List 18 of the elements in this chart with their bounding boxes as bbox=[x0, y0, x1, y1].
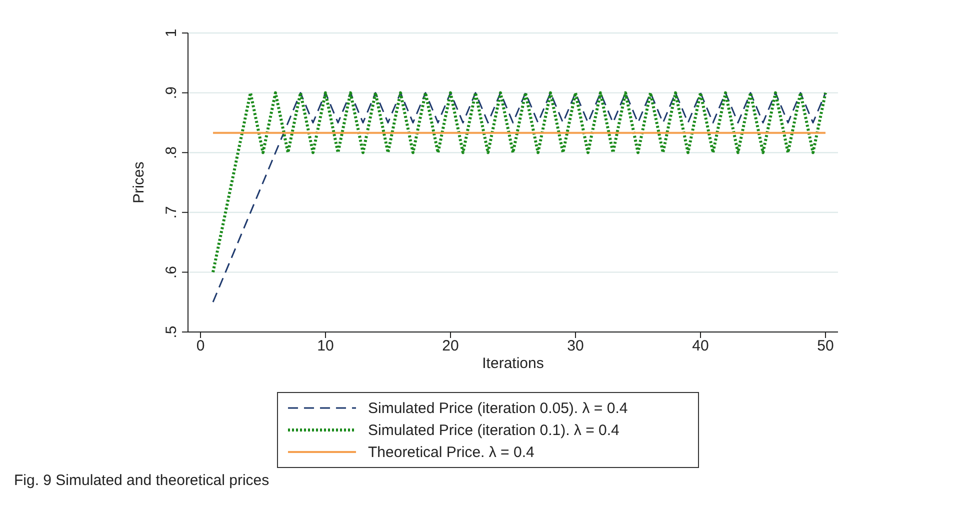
y-tick-label: 1 bbox=[163, 28, 180, 38]
legend-label: Simulated Price (iteration 0.05). λ = 0.4 bbox=[368, 400, 628, 416]
x-tick-label: 0 bbox=[196, 338, 205, 355]
y-tick-label: .8 bbox=[163, 146, 180, 159]
y-tick-label: .7 bbox=[163, 206, 180, 219]
y-tick-label: .9 bbox=[163, 86, 180, 100]
y-axis-title: Prices bbox=[130, 162, 148, 204]
x-tick-label: 20 bbox=[442, 338, 459, 355]
x-tick-label: 10 bbox=[317, 338, 334, 355]
x-tick-label: 40 bbox=[692, 338, 709, 355]
y-tick-label: .5 bbox=[163, 326, 180, 338]
y-tick-label: .6 bbox=[163, 266, 180, 278]
x-axis-title: Iterations bbox=[482, 355, 544, 372]
legend-label: Theoretical Price. λ = 0.4 bbox=[368, 444, 534, 460]
caption: Fig. 9 Simulated and theoretical prices bbox=[14, 472, 270, 489]
legend-label: Simulated Price (iteration 0.1). λ = 0.4 bbox=[368, 422, 620, 438]
x-tick-label: 50 bbox=[817, 338, 834, 355]
x-tick-label: 30 bbox=[567, 338, 584, 355]
